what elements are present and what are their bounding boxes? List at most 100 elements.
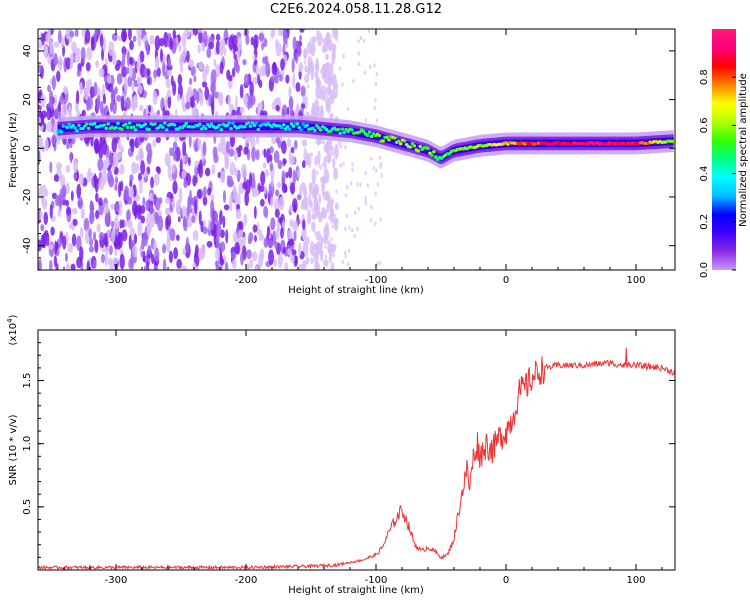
spectrogram-noise-cell (286, 106, 290, 116)
spectrogram-noise-cell (292, 36, 297, 51)
spectrogram-noise-cell (302, 227, 307, 241)
spectrogram-noise-cell (295, 82, 301, 93)
spectrogram-noise-cell (337, 141, 341, 146)
spectrogram-noise-cell (298, 62, 304, 73)
snr-x-axis-title: Height of straight line (km) (288, 585, 424, 596)
ridge-cell (207, 124, 212, 129)
spectrogram-noise-cell (108, 41, 115, 56)
spectrogram-noise-cell (105, 156, 110, 169)
ridge-cell (200, 127, 204, 131)
spectrogram-noise-cell (172, 141, 178, 150)
spectrogram-noise-cell (193, 75, 197, 83)
spectrogram-noise-cell (51, 75, 57, 91)
spectrogram-noise-cell (208, 41, 215, 50)
snr-y-scale-note: (x104) (6, 314, 19, 345)
spectrogram-noise-cell (182, 140, 187, 157)
ridge-cell (311, 126, 315, 130)
spectrogram-noise-cell (112, 51, 117, 66)
spectrogram-noise-cell (92, 259, 97, 269)
spectrogram-noise-cell (93, 81, 98, 97)
spectrogram-noise-cell (119, 253, 125, 270)
spectrogram-noise-cell (181, 169, 187, 179)
spectrogram-noise-cell (137, 221, 143, 237)
spectrogram-noise-cell (223, 204, 230, 211)
spectrogram-noise-cell (114, 249, 118, 257)
spectrogram-noise-cell (344, 226, 347, 232)
spectrogram-noise-cell (128, 65, 133, 79)
spectrogram-noise-cell (257, 73, 261, 86)
spectrogram-noise-cell (323, 259, 329, 267)
spectrogram-noise-cell (357, 206, 360, 212)
spectrogram-noise-cell (202, 226, 208, 235)
spectrogram-noise-cell (54, 94, 58, 107)
spectrogram-noise-cell (331, 151, 335, 156)
spectrogram-noise-cell (142, 196, 146, 206)
spectrogram-noise-cell (288, 166, 293, 179)
spectrogram-noise-cell (187, 215, 193, 228)
spectrogram-noise-cell (211, 83, 215, 99)
spectrogram-noise-cell (185, 102, 191, 110)
spectrogram-noise-cell (354, 210, 357, 216)
spectrogram-noise-cell (202, 66, 208, 82)
spectrogram-noise-cell (65, 164, 71, 173)
spectrogram-noise-cell (149, 204, 154, 216)
spectrogram-noise-cell (176, 258, 182, 269)
spectrogram-noise-cell (76, 69, 81, 77)
snr-plot-frame (37, 329, 676, 571)
spectrogram-noise-cell (65, 206, 72, 216)
spectrogram-noise-cell (288, 86, 292, 98)
ridge-cell (162, 121, 167, 125)
spectrogram-noise-cell (237, 35, 243, 52)
spectrogram-noise-cell (316, 204, 321, 215)
spectrogram-noise-cell (79, 227, 84, 238)
ridge-cell (305, 123, 309, 127)
spectrogram-noise-cell (291, 58, 295, 73)
spectrogram-noise-cell (48, 90, 54, 103)
spectrogram-noise-cell (242, 94, 249, 105)
spectrogram-noise-cell (165, 207, 170, 216)
spectrogram-noise-cell (263, 205, 269, 218)
spectrogram-noise-cell (263, 148, 267, 159)
spectrogram-noise-cell (345, 213, 348, 219)
spectrogram-noise-cell (232, 231, 238, 243)
ridge-cell (416, 149, 421, 153)
spectrogram-noise-cell (367, 29, 371, 34)
spectrogram-noise-cell (344, 145, 347, 150)
spectrogram-noise-cell (304, 74, 308, 80)
ridge-cell (120, 127, 124, 131)
spectrogram-noise-cell (194, 110, 199, 117)
spectrogram-noise-cell (303, 149, 308, 162)
spectrogram-noise-cell (137, 206, 142, 220)
spectrogram-noise-cell (334, 202, 339, 211)
spectrogram-noise-cell (321, 93, 326, 102)
spectrogram-noise-cell (342, 161, 345, 167)
spectrogram-noise-cell (85, 61, 91, 72)
spectrogram-noise-cell (169, 228, 176, 242)
spectrogram-noise-cell (176, 93, 181, 102)
spectrogram-noise-cell (127, 219, 132, 228)
spectrogram-noise-cell (175, 199, 181, 215)
ridge-cell (83, 124, 87, 128)
spectrogram-noise-cell (107, 169, 113, 185)
spectrogram-noise-cell (162, 61, 166, 77)
snr-y-tick-label: 1.0 (22, 436, 33, 452)
spectrogram-noise-cell (277, 252, 283, 269)
spectrogram-noise-cell (130, 138, 135, 153)
spectrogram-noise-cell (224, 155, 230, 169)
spectrogram-noise-cell (309, 157, 312, 162)
spectrogram-noise-cell (157, 166, 161, 175)
spectrogram-noise-cell (334, 218, 339, 232)
spectrogram-noise-cell (55, 263, 59, 270)
snr-panel: -300 -200 -100 0 100 0.5 1.0 1.5 Height of str… (6, 314, 676, 596)
spectrogram-noise-cell (250, 137, 256, 148)
spectrogram-noise-cell (246, 249, 252, 260)
spectrogram-noise-cell (108, 150, 113, 166)
spectrogram-noise-cell (256, 221, 260, 236)
spectrogram-noise-cell (289, 155, 295, 166)
spectrogram-noise-cell (201, 81, 208, 88)
spectrogram-noise-cell (129, 56, 134, 65)
spectrogram-noise-cell (75, 90, 80, 104)
spectrogram-noise-cell (159, 37, 165, 47)
spectrogram-noise-cell (93, 173, 97, 189)
ridge-cell (229, 126, 233, 131)
